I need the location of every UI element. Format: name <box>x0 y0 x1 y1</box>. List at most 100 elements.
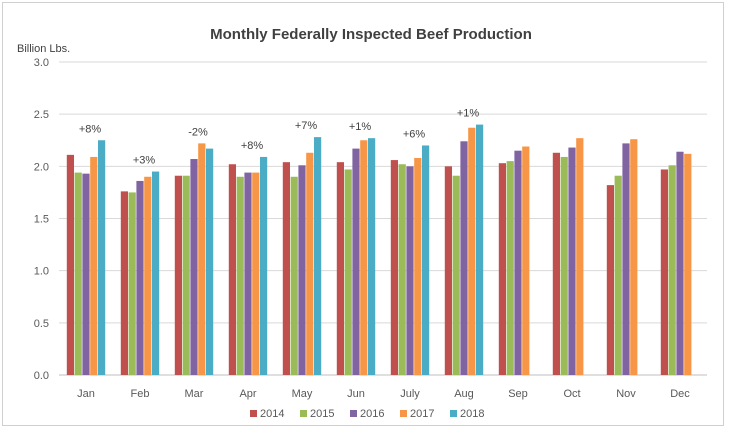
bar-2017-Dec <box>684 153 692 375</box>
x-tick-label: Sep <box>508 388 528 400</box>
bar-2017-Mar <box>198 143 206 375</box>
bar-2014-July <box>390 160 398 375</box>
annotation-label: +7% <box>295 120 318 132</box>
x-tick-label: Dec <box>670 388 690 400</box>
x-tick-label: Oct <box>563 388 580 400</box>
legend-swatch-2017 <box>400 410 407 417</box>
bar-2014-Jun <box>336 162 344 375</box>
legend-label: 2017 <box>410 408 434 420</box>
bar-2015-July <box>398 164 406 375</box>
legend-label: 2016 <box>360 408 384 420</box>
bar-2014-Mar <box>174 175 182 375</box>
x-tick-label: Feb <box>131 388 150 400</box>
bar-2014-Dec <box>660 169 668 375</box>
y-tick-label: 2.5 <box>34 109 49 121</box>
x-tick-label: Jan <box>77 388 95 400</box>
bar-2014-Aug <box>444 166 452 375</box>
bar-2017-Aug <box>468 127 476 375</box>
bar-2018-Mar <box>206 148 214 375</box>
x-tick-label: Mar <box>185 388 204 400</box>
bar-2017-Nov <box>630 139 638 375</box>
bar-2016-Oct <box>568 147 576 375</box>
bar-2014-Nov <box>606 185 614 375</box>
bar-2015-Jun <box>344 169 352 375</box>
y-tick-labels: 0.0 0.5 1.0 1.5 2.0 2.5 3.0 <box>34 57 49 382</box>
bar-2014-Sep <box>498 163 506 375</box>
bar-2017-Oct <box>576 138 584 375</box>
chart-title: Monthly Federally Inspected Beef Product… <box>210 26 532 43</box>
annotation-label: +3% <box>133 155 156 167</box>
bar-2017-May <box>306 152 314 375</box>
annotation-label: -2% <box>188 126 208 138</box>
bar-2016-Feb <box>136 180 144 375</box>
annotation-label: +1% <box>349 121 372 133</box>
legend-swatch-2014 <box>250 410 257 417</box>
y-tick-label: 1.5 <box>34 214 49 226</box>
legend-label: 2015 <box>310 408 334 420</box>
bar-2014-Oct <box>552 152 560 375</box>
bar-2015-Mar <box>182 175 190 375</box>
bars <box>66 124 692 375</box>
bar-2017-Jan <box>90 156 98 375</box>
bar-2017-July <box>414 157 422 375</box>
bar-chart: Monthly Federally Inspected Beef Product… <box>17 26 707 420</box>
bar-2015-Dec <box>668 165 676 375</box>
y-tick-label: 0.0 <box>34 370 49 382</box>
annotations: +8% +3% -2% +8% +7% +1% +6% +1% <box>79 108 480 167</box>
bar-2015-Feb <box>128 192 136 375</box>
bar-2017-Feb <box>144 176 152 375</box>
annotation-label: +8% <box>79 123 102 135</box>
y-tick-label: 3.0 <box>34 57 49 69</box>
x-tick-label: July <box>400 388 420 400</box>
x-tick-label: Apr <box>239 388 256 400</box>
bar-2015-Oct <box>560 156 568 375</box>
annotation-label: +1% <box>457 108 480 120</box>
bar-2015-Nov <box>614 175 622 375</box>
bar-2014-Feb <box>120 191 128 375</box>
bar-2018-Aug <box>476 124 484 375</box>
x-tick-label: Nov <box>616 388 636 400</box>
legend: 2014 2015 2016 2017 2018 <box>250 408 484 420</box>
bar-2018-Jun <box>368 138 376 375</box>
bar-2015-Apr <box>236 176 244 375</box>
bar-2016-Jan <box>82 173 90 375</box>
bar-2016-July <box>406 166 414 375</box>
bar-2018-May <box>314 137 322 375</box>
gridlines <box>59 61 707 376</box>
bar-2017-Apr <box>252 172 260 375</box>
legend-swatch-2018 <box>450 410 457 417</box>
bar-2017-Jun <box>360 140 368 375</box>
chart-frame: Monthly Federally Inspected Beef Product… <box>2 2 724 426</box>
bar-2016-May <box>298 165 306 375</box>
bar-2017-Sep <box>522 146 530 375</box>
bar-2016-Aug <box>460 141 468 375</box>
y-tick-label: 2.0 <box>34 161 49 173</box>
bar-2016-Jun <box>352 148 360 375</box>
legend-swatch-2015 <box>300 410 307 417</box>
bar-2014-May <box>282 162 290 375</box>
legend-label: 2014 <box>260 408 284 420</box>
bar-2016-Nov <box>622 143 630 375</box>
bar-2014-Apr <box>228 164 236 375</box>
bar-2014-Jan <box>66 154 74 375</box>
bar-2016-Sep <box>514 150 522 375</box>
bar-2018-Apr <box>260 156 268 375</box>
x-tick-label: May <box>292 388 313 400</box>
y-axis-label: Billion Lbs. <box>17 43 70 55</box>
annotation-label: +6% <box>403 128 426 140</box>
bar-2015-Sep <box>506 161 514 375</box>
bar-2018-July <box>422 145 430 375</box>
annotation-label: +8% <box>241 140 264 152</box>
bar-2015-Jan <box>74 172 82 375</box>
bar-2015-May <box>290 176 298 375</box>
x-tick-label: Jun <box>347 388 365 400</box>
y-tick-label: 0.5 <box>34 318 49 330</box>
bar-2018-Jan <box>98 140 106 375</box>
bar-2018-Feb <box>152 171 160 375</box>
bar-2016-Apr <box>244 172 252 375</box>
legend-label: 2018 <box>460 408 484 420</box>
x-tick-labels: Jan Feb Mar Apr May Jun July Aug Sep Oct Nov Dec <box>77 388 690 400</box>
bar-2016-Dec <box>676 151 684 375</box>
bar-2015-Aug <box>452 175 460 375</box>
y-tick-label: 1.0 <box>34 266 49 278</box>
